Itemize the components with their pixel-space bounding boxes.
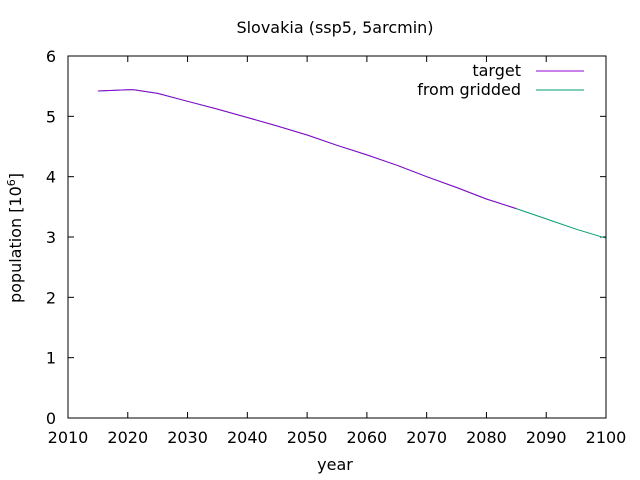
series-line-from-gridded — [97, 89, 607, 239]
legend-label: target — [472, 61, 521, 80]
x-tick-label: 2040 — [227, 428, 268, 447]
x-tick-label: 2030 — [167, 428, 208, 447]
legend-label: from gridded — [417, 80, 521, 99]
chart-title: Slovakia (ssp5, 5arcmin) — [236, 18, 433, 37]
x-tick-label: 2050 — [287, 428, 328, 447]
x-tick-label: 2070 — [406, 428, 447, 447]
series-lines — [97, 89, 607, 239]
x-axis-ticks: 2010 2020 2030 2040 2050 2060 2070 2080 2090 2100 — [48, 56, 627, 447]
y-axis-label: population [106] — [5, 173, 25, 303]
y-tick-label: 5 — [46, 107, 56, 126]
x-axis-label: year — [317, 455, 353, 474]
y-tick-label: 2 — [46, 288, 56, 307]
x-tick-label: 2010 — [48, 428, 89, 447]
x-tick-label: 2100 — [586, 428, 627, 447]
y-axis-ticks: 0 1 2 3 4 5 6 — [46, 47, 606, 428]
y-tick-label: 6 — [46, 47, 56, 66]
x-tick-label: 2090 — [526, 428, 567, 447]
x-tick-label: 2020 — [107, 428, 148, 447]
y-tick-label: 4 — [46, 168, 56, 187]
y-tick-label: 0 — [46, 409, 56, 428]
y-tick-label: 1 — [46, 349, 56, 368]
series-line-target — [97, 89, 517, 210]
x-tick-label: 2080 — [466, 428, 507, 447]
x-tick-label: 2060 — [347, 428, 388, 447]
y-tick-label: 3 — [46, 228, 56, 247]
plot-frame — [67, 55, 607, 419]
